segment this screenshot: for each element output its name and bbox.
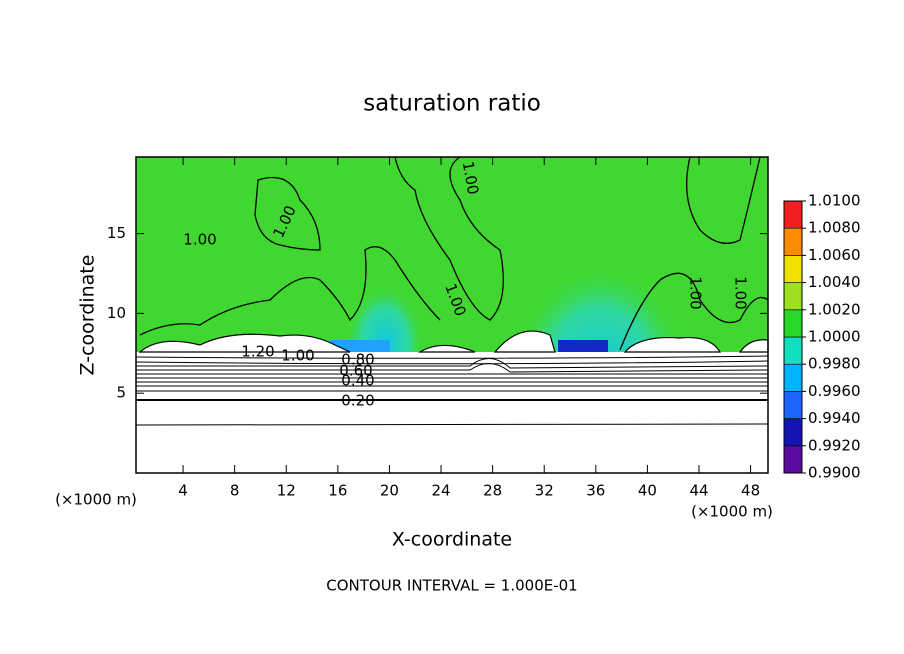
x-tick-label: 44 [689,482,708,500]
colorbar-block [783,282,803,311]
colorbar-label: 0.9980 [808,355,861,373]
contour-label: 0.60 [339,362,372,380]
x-tick-label: 16 [328,482,347,500]
contour-label: 1.00 [281,347,314,365]
y-tick-label: 10 [107,304,126,322]
contour-label: 1.00 [687,276,705,309]
colorbar-block [783,255,803,283]
field [558,340,608,355]
colorbar-block [783,227,803,256]
chart-title: saturation ratio [363,91,541,117]
colorbar-label: 0.9920 [808,436,861,454]
y-tick-label: 15 [107,224,126,242]
x-tick-label: 32 [535,482,554,500]
colorbar-label: 1.0060 [808,246,861,264]
colorbar-block [783,336,803,365]
y-axis-label: Z-coordinate [77,255,99,376]
colorbar-block [783,200,803,229]
x-tick-label: 36 [586,482,605,500]
footnote: CONTOUR INTERVAL = 1.000E-01 [326,577,577,595]
colorbar-label: 1.0020 [808,300,861,318]
x-unit: (×1000 m) [691,503,773,521]
contour-label: 1.00 [183,231,216,249]
colorbar-block [783,418,803,447]
level-lines [135,355,769,426]
colorbar-block [783,309,803,338]
colorbar-label: 1.0080 [808,219,861,237]
contour-label: 0.80 [341,351,374,369]
contour-label: 1.20 [241,343,274,361]
x-tick-label: 28 [483,482,502,500]
contour-label: 0.20 [341,392,374,410]
colorbar-block [783,363,803,392]
contour-label: 1.00 [459,160,483,196]
colorbar-label: 1.0000 [808,328,861,346]
x-tick-label: 24 [431,482,450,500]
x-tick-label: 8 [230,482,240,500]
colorbar-label: 1.0100 [808,192,861,210]
x-tick-label: 20 [380,482,399,500]
cloud [138,330,769,353]
y-tick-label: 5 [116,384,126,402]
contour-label: 0.40 [341,372,374,390]
x-tick-label: 12 [277,482,296,500]
x-tick-label: 48 [741,482,760,500]
colorbar-block [783,445,803,474]
colorbar-label: 0.9940 [808,409,861,427]
colorbar-label: 0.9900 [808,464,861,482]
x-axis-label: X-coordinate [392,529,512,551]
y-unit: (×1000 m) [55,491,137,509]
contour-label: 1.00 [732,276,750,309]
contours [139,156,769,351]
colorbar-label: 0.9960 [808,382,861,400]
x-tick-label: 40 [638,482,657,500]
colorbar-block [783,391,803,419]
x-tick-label: 4 [178,482,188,500]
plot-frame [135,156,769,474]
colorbar-label: 1.0040 [808,273,861,291]
field [136,352,768,473]
